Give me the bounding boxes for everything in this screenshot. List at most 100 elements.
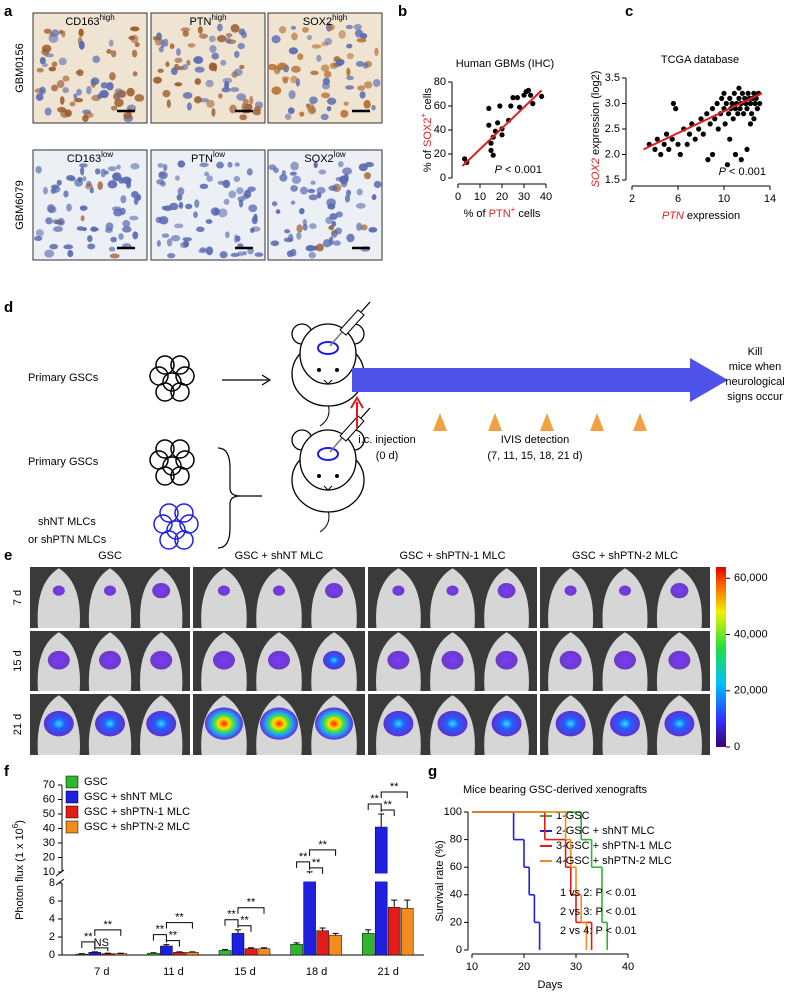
legend-label: 3-GSC + shPTN-1 MLC [556, 840, 672, 852]
cell [239, 64, 245, 70]
scatter-point [525, 87, 532, 93]
sig-label: ** [247, 897, 256, 909]
cell [342, 167, 353, 175]
scatter-point [661, 141, 667, 147]
cell [338, 30, 346, 39]
signal [47, 650, 70, 670]
mouse-image [88, 568, 132, 628]
x-tick-label: 30 [518, 191, 530, 203]
cell [345, 24, 353, 30]
signal [491, 710, 522, 737]
cell [119, 90, 127, 98]
y-tick-label: 80 [450, 834, 462, 846]
cell [186, 59, 191, 66]
cell [46, 204, 55, 213]
cell [299, 186, 308, 195]
cell [249, 95, 254, 105]
scatter-point [730, 116, 736, 122]
cell [216, 35, 227, 43]
signal [497, 582, 516, 599]
x-tick-label: 15 d [234, 966, 255, 978]
y-tick-label: 4 [49, 913, 55, 925]
cell [237, 42, 245, 50]
signal [441, 650, 464, 670]
scatter-point [719, 95, 725, 101]
cell [288, 47, 299, 55]
bar [400, 907, 414, 956]
scatter-point [742, 95, 748, 101]
injection-arrow-head [350, 396, 364, 409]
x-tick-label: 10 [718, 193, 730, 205]
label-part: < 0.001 [502, 164, 542, 176]
marker-level: high [100, 13, 115, 22]
signal [260, 707, 298, 740]
scatter-point [508, 103, 514, 109]
scatter-point [747, 100, 754, 107]
cell [90, 226, 98, 232]
micrograph [150, 149, 266, 261]
cell-icon [174, 530, 194, 550]
signal [495, 650, 518, 670]
scatter-point [514, 95, 521, 101]
image-label: PTNlow [191, 150, 225, 165]
cell [360, 224, 368, 231]
y-tick-label: 40 [450, 889, 462, 901]
cell [122, 226, 132, 233]
signal [668, 650, 691, 670]
cell [313, 161, 318, 169]
cell [179, 241, 189, 249]
scatter-point [731, 90, 737, 96]
panel-letter: d [4, 299, 13, 316]
cell-icon [155, 466, 175, 486]
bar [374, 826, 388, 956]
cell [51, 184, 60, 190]
cell [271, 35, 281, 44]
cell [302, 26, 309, 33]
endpoint-label: Kill [748, 346, 763, 358]
mouse-image [602, 568, 648, 628]
cell [110, 50, 117, 58]
cell [359, 91, 366, 99]
annotation: P < 0.001 [495, 164, 542, 176]
syringe-plunger [360, 301, 371, 313]
cell [106, 81, 114, 91]
signal [325, 582, 344, 599]
cell [332, 240, 341, 246]
y-tick-label: 40 [434, 124, 446, 136]
cell [273, 65, 281, 75]
signal [99, 650, 121, 670]
scatter-point [724, 162, 731, 168]
row-label: 7 d [12, 590, 24, 605]
cell [244, 103, 253, 111]
legend-swatch [65, 775, 79, 789]
signal [559, 650, 582, 670]
sig-label: ** [156, 924, 165, 936]
group-label: Primary GSCs [28, 372, 99, 384]
signal [610, 710, 640, 737]
y-tick-label: 3.0 [605, 97, 620, 109]
mouse-image [376, 568, 421, 628]
y-tick-label: 20 [434, 148, 446, 160]
label-part: + [419, 113, 428, 118]
label-part: ) [14, 820, 26, 824]
cell [355, 61, 365, 67]
cell [58, 57, 67, 66]
cell [177, 160, 186, 168]
cell [205, 79, 214, 88]
y-tick-label: 60 [43, 793, 55, 805]
cell [167, 252, 176, 259]
cell [296, 231, 302, 240]
scatter-point [530, 101, 536, 107]
cell [326, 106, 332, 112]
mouse-eye [317, 474, 321, 478]
cell [374, 47, 379, 56]
cell [89, 187, 94, 194]
cell [254, 106, 262, 111]
bar [147, 952, 160, 956]
x-axis-label: PTN expression [662, 210, 740, 222]
cell [79, 163, 88, 168]
x-tick-label: 10 [466, 961, 478, 973]
cell [281, 76, 290, 81]
y-tick-label: 0 [49, 949, 55, 961]
row-label: GBM6079 [14, 180, 26, 230]
